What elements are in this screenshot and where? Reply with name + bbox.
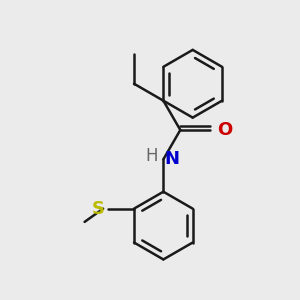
Text: O: O bbox=[217, 121, 232, 139]
Text: H: H bbox=[145, 147, 158, 165]
Text: N: N bbox=[165, 150, 180, 168]
Text: S: S bbox=[92, 200, 105, 217]
